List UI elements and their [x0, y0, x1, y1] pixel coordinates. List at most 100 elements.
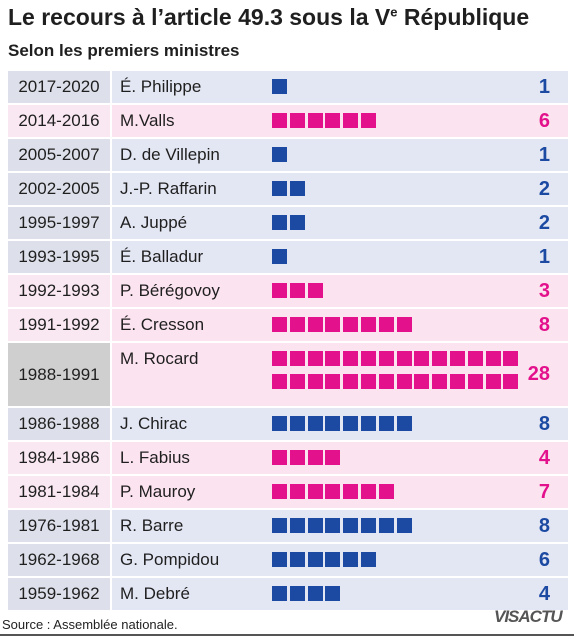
bar-square [378, 351, 394, 366]
bar-square [272, 552, 287, 567]
period-label: 1984-1986 [8, 442, 110, 474]
table-row: 1995-1997 A. Juppé 2 [8, 207, 568, 239]
period-label: 1962-1968 [8, 544, 110, 576]
value-label: 2 [538, 177, 550, 200]
bar-square [414, 351, 430, 366]
bar-square [289, 552, 305, 567]
bar-square [289, 518, 305, 533]
bar-square [272, 79, 287, 94]
bar-square [289, 484, 305, 499]
chart-title: Le recours à l’article 49.3 sous la Ve R… [8, 4, 530, 30]
row-body: M. Debré 4 [112, 578, 568, 610]
period-label: 1986-1988 [8, 408, 110, 440]
bar-square [396, 416, 412, 431]
row-body: É. Cresson 8 [112, 309, 568, 341]
bar-square [272, 181, 287, 196]
value-label: 1 [538, 75, 550, 98]
bar-square [307, 518, 323, 533]
bar-square [467, 351, 483, 366]
row-body: M. Rocard 28 [112, 343, 568, 406]
bar-square [307, 484, 323, 499]
bar-square [325, 450, 341, 465]
bar-square [361, 351, 376, 366]
prime-minister-name: G. Pompidou [120, 550, 220, 569]
prime-minister-name: A. Juppé [120, 213, 188, 232]
table-row: 2017-2020 É. Philippe 1 [8, 71, 568, 103]
bar-square [450, 351, 465, 366]
bar-square [325, 351, 341, 366]
value-label: 28 [527, 363, 550, 385]
table-row: 1992-1993 P. Bérégovoy 3 [8, 275, 568, 307]
bar-square [325, 552, 341, 567]
bar-square [272, 147, 287, 162]
bar-square [272, 317, 287, 332]
bar-square [325, 374, 341, 389]
bottom-rule [0, 634, 574, 636]
bar-square [272, 249, 287, 264]
value-label: 7 [538, 480, 550, 503]
value-label: 4 [538, 446, 550, 469]
value-label: 8 [538, 313, 550, 336]
bar-square [325, 317, 341, 332]
bar-square [272, 518, 287, 533]
bar-square [378, 518, 394, 533]
prime-minister-name: R. Barre [120, 516, 184, 535]
source-note: Source : Assemblée nationale. [2, 617, 178, 632]
bar-square [272, 450, 287, 465]
value-label: 4 [538, 582, 550, 605]
bar-square [396, 317, 412, 332]
row-body: R. Barre 8 [112, 510, 568, 542]
table-row: 1976-1981 R. Barre 8 [8, 510, 568, 542]
period-label: 1993-1995 [8, 241, 110, 273]
bar-square [289, 317, 305, 332]
table-row: 1993-1995 É. Balladur 1 [8, 241, 568, 273]
value-label: 3 [538, 279, 550, 302]
row-body: É. Balladur 1 [112, 241, 568, 273]
bar-square [378, 374, 394, 389]
bar-square [361, 113, 376, 128]
bar-square [272, 113, 287, 128]
bar-square [361, 374, 376, 389]
bar-square [343, 351, 359, 366]
table-row: 1962-1968 G. Pompidou 6 [8, 544, 568, 576]
bar-square [343, 113, 359, 128]
bar-square [307, 586, 323, 601]
bar-square [343, 518, 359, 533]
bar-square [325, 586, 341, 601]
value-label: 1 [538, 245, 550, 268]
row-body: P. Bérégovoy 3 [112, 275, 568, 307]
table-row: 2002-2005 J.-P. Raffarin 2 [8, 173, 568, 205]
bar-square [343, 416, 359, 431]
row-body: É. Philippe 1 [112, 71, 568, 103]
bar-square [272, 283, 287, 298]
bar-square [343, 374, 359, 389]
bar-square [289, 283, 305, 298]
period-label: 2017-2020 [8, 71, 110, 103]
bar-square [289, 586, 305, 601]
bar-square [289, 215, 305, 230]
bar-square [272, 374, 287, 389]
bar-square [485, 374, 501, 389]
period-label: 1959-1962 [8, 578, 110, 610]
period-label: 2002-2005 [8, 173, 110, 205]
table-row: 1959-1962 M. Debré 4 [8, 578, 568, 610]
prime-minister-name: D. de Villepin [120, 145, 220, 164]
bar-square [378, 416, 394, 431]
bar-square [467, 374, 483, 389]
prime-minister-name: É. Cresson [120, 315, 205, 334]
bar-square [307, 450, 323, 465]
bar-square [325, 518, 341, 533]
prime-minister-name: P. Mauroy [120, 482, 196, 501]
period-label: 1988-1991 [8, 343, 110, 406]
value-label: 1 [538, 143, 550, 166]
bar-square [325, 484, 341, 499]
bar-square [396, 374, 412, 389]
prime-minister-name: J.-P. Raffarin [120, 179, 217, 198]
bar-square [396, 518, 412, 533]
table-row: 1988-1991 M. Rocard 28 [8, 343, 568, 406]
bar-square [485, 351, 501, 366]
value-label: 6 [538, 548, 550, 571]
bar-square [503, 351, 519, 366]
prime-minister-name: P. Bérégovoy [120, 281, 220, 300]
table-row: 1986-1988 J. Chirac 8 [8, 408, 568, 440]
